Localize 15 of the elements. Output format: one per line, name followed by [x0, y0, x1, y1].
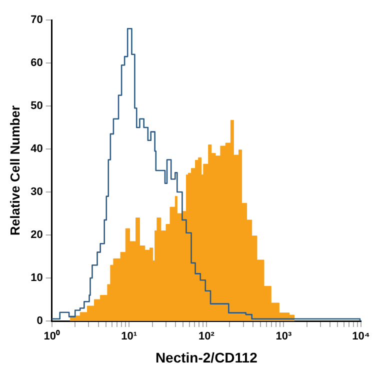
y-tick-label: 70 — [30, 14, 43, 26]
y-tick-label: 50 — [30, 100, 43, 112]
x-tick-label: 10² — [198, 330, 215, 343]
y-tick-label: 60 — [30, 57, 43, 70]
x-tick-label: 10¹ — [121, 330, 138, 343]
x-tick-label: 10³ — [276, 330, 292, 343]
x-tick-label: 10⁴ — [352, 330, 370, 343]
x-axis-title: Nectin-2/CD112 — [155, 349, 258, 366]
y-tick-label: 10 — [30, 272, 43, 284]
y-axis-title: Relative Cell Number — [7, 105, 22, 236]
y-tick-label: 30 — [30, 186, 43, 198]
y-tick-label: 20 — [30, 229, 43, 242]
x-tick-label: 10⁰ — [44, 330, 60, 343]
y-tick-label: 0 — [36, 315, 43, 328]
y-tick-label: 40 — [30, 143, 43, 156]
